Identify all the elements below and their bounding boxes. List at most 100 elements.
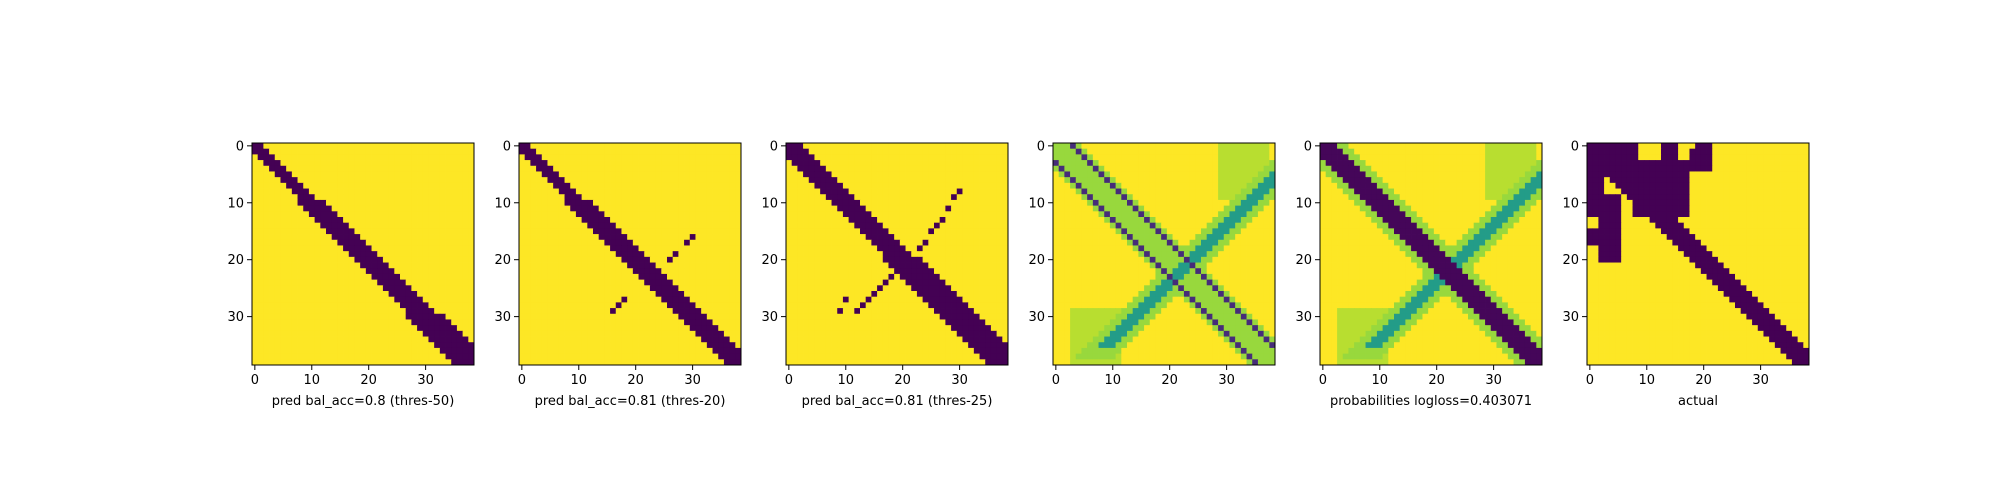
heatmap-cell xyxy=(1166,171,1173,178)
heatmap-cell xyxy=(1127,182,1134,189)
heatmap-cell xyxy=(541,171,548,178)
heatmap-cell xyxy=(297,319,304,326)
heatmap-cell xyxy=(1115,165,1122,172)
heatmap-cell xyxy=(1053,182,1060,189)
heatmap-cell xyxy=(331,291,338,298)
heatmap-cell xyxy=(803,143,810,150)
heatmap-cell xyxy=(877,291,884,298)
heatmap-cell xyxy=(541,251,548,258)
heatmap-cell xyxy=(598,313,605,320)
heatmap-cell xyxy=(280,302,287,309)
heatmap-cell xyxy=(257,342,264,349)
heatmap-cell xyxy=(825,182,832,189)
heatmap-cell xyxy=(1263,148,1270,155)
heatmap-cell xyxy=(655,171,662,178)
heatmap-cell xyxy=(388,330,395,337)
heatmap-cell xyxy=(894,205,901,212)
heatmap-cell xyxy=(996,268,1003,275)
heatmap-cell xyxy=(814,285,821,292)
heatmap-cell xyxy=(678,228,685,235)
heatmap-cell xyxy=(456,217,464,224)
heatmap-cell xyxy=(274,256,281,263)
heatmap-cell xyxy=(343,262,350,269)
heatmap-cell xyxy=(274,353,281,360)
heatmap-cell xyxy=(1087,154,1094,161)
heatmap-cell xyxy=(400,342,407,349)
heatmap-cell xyxy=(621,148,628,155)
heatmap-cell xyxy=(820,291,827,298)
heatmap-cell xyxy=(604,194,611,201)
heatmap-cell xyxy=(320,245,327,252)
heatmap-cell xyxy=(877,245,884,252)
heatmap-cell xyxy=(610,251,617,258)
heatmap-cell xyxy=(365,148,372,155)
heatmap-cell xyxy=(729,296,736,303)
heatmap-cell xyxy=(326,353,333,360)
heatmap-cell xyxy=(990,143,998,150)
heatmap-cell xyxy=(365,211,372,218)
heatmap-cell xyxy=(621,194,628,201)
heatmap-cell xyxy=(996,245,1003,252)
heatmap-cell xyxy=(1206,182,1213,189)
heatmap-cell xyxy=(320,262,327,269)
heatmap-cell xyxy=(922,296,929,303)
heatmap-cell xyxy=(297,154,304,161)
heatmap-cell xyxy=(667,165,674,172)
heatmap-cell xyxy=(303,245,310,252)
heatmap-cell xyxy=(252,245,259,252)
heatmap-cell xyxy=(1178,171,1185,178)
heatmap-cell xyxy=(547,308,554,315)
heatmap-cell xyxy=(1201,165,1208,172)
heatmap-cell xyxy=(979,268,986,275)
heatmap-cell xyxy=(803,336,810,343)
heatmap-cell xyxy=(723,353,731,360)
heatmap-cell xyxy=(1201,148,1208,155)
heatmap-cell xyxy=(428,154,435,161)
heatmap-cell xyxy=(451,177,458,184)
heatmap-cell xyxy=(354,342,361,349)
heatmap-cell xyxy=(360,273,367,281)
heatmap-cell xyxy=(530,165,537,172)
heatmap-cell xyxy=(1075,177,1082,184)
heatmap-cell xyxy=(269,182,276,189)
heatmap-cell xyxy=(962,160,969,167)
heatmap-cell xyxy=(610,234,617,241)
heatmap-cell xyxy=(916,285,924,292)
heatmap-cell xyxy=(894,245,901,252)
heatmap-cell xyxy=(1183,171,1191,178)
heatmap-cell xyxy=(337,336,344,343)
heatmap-cell xyxy=(348,291,355,298)
heatmap-cell xyxy=(1235,182,1242,189)
heatmap-cell xyxy=(848,336,855,343)
heatmap-cell xyxy=(882,154,889,161)
heatmap-cell xyxy=(951,273,958,281)
heatmap-cell xyxy=(1252,148,1259,155)
heatmap-cell xyxy=(320,188,327,195)
heatmap-cell xyxy=(564,302,571,309)
heatmap-cell xyxy=(314,268,321,275)
heatmap-cell xyxy=(354,285,361,292)
heatmap-cell xyxy=(1240,182,1247,189)
heatmap-cell xyxy=(303,160,310,167)
heatmap-cell xyxy=(1053,148,1060,155)
heatmap-cell xyxy=(360,222,367,229)
heatmap-cell xyxy=(667,353,674,360)
heatmap-cell xyxy=(530,308,537,315)
heatmap-cell xyxy=(462,165,469,172)
heatmap-cell xyxy=(564,273,571,281)
heatmap-cell xyxy=(1183,160,1191,167)
heatmap-cell xyxy=(382,319,390,326)
heatmap-cell xyxy=(695,319,702,326)
heatmap-cell xyxy=(632,217,639,224)
heatmap-cell xyxy=(422,177,429,184)
heatmap-cell xyxy=(257,273,264,281)
heatmap-cell xyxy=(973,347,980,355)
heatmap-cell xyxy=(911,165,918,172)
heatmap-cell xyxy=(718,234,725,241)
heatmap-cell xyxy=(320,239,327,246)
heatmap-cell xyxy=(297,205,304,212)
heatmap-cell xyxy=(428,165,435,172)
heatmap-cell xyxy=(615,148,622,155)
heatmap-cell xyxy=(632,319,639,326)
heatmap-cell xyxy=(598,291,605,298)
